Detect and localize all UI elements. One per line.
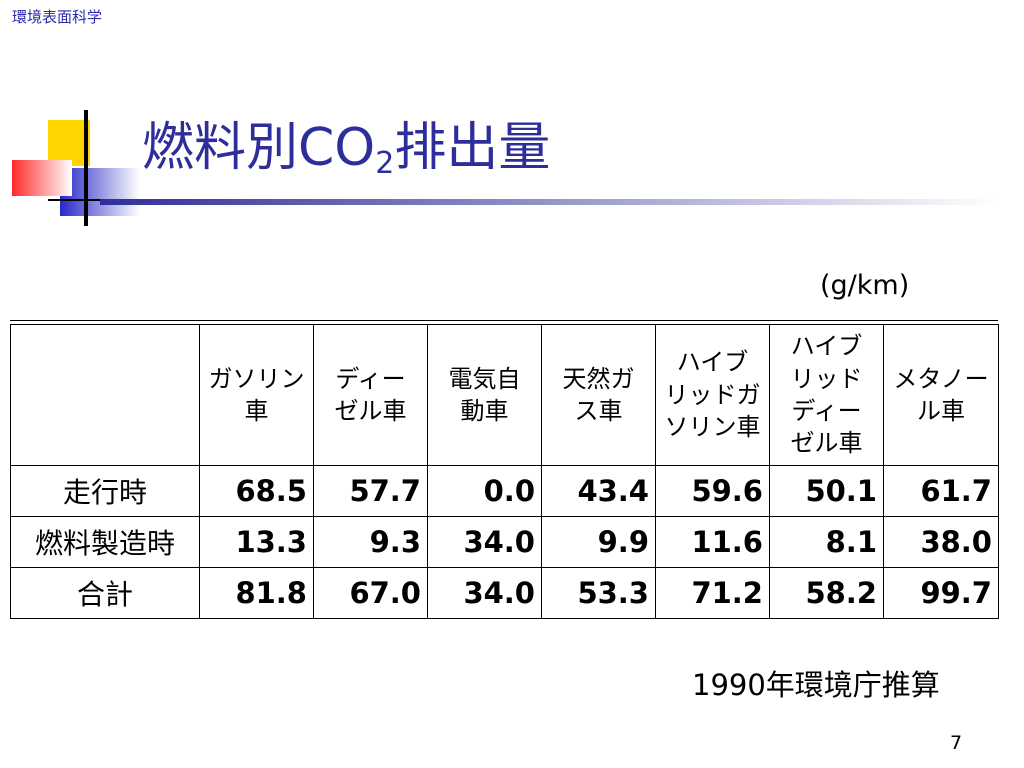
column-header-line: ガソリン — [208, 364, 305, 393]
header-corner-cell — [10, 324, 200, 466]
column-header-line: リッド — [790, 364, 863, 393]
column-header-line: 車 — [244, 397, 269, 425]
value-cell: 61.7 — [883, 465, 999, 517]
column-header-line: ディー — [791, 397, 862, 425]
logo-yellow-square — [48, 120, 90, 166]
value-cell: 43.4 — [541, 465, 656, 517]
title-subscript: 2 — [375, 146, 395, 181]
column-header-line: ハイブ — [790, 332, 863, 361]
value-cell: 59.6 — [655, 465, 770, 517]
value-cell: 81.8 — [199, 567, 314, 619]
column-header: メタノー ル車 — [883, 324, 999, 466]
table-row: 燃料製造時 13.3 9.3 34.0 9.9 11.6 8.1 38.0 — [10, 516, 999, 568]
title-suffix: 排出量 — [394, 118, 551, 178]
column-header-line: リッドガ — [664, 380, 761, 409]
column-header-line: 天然ガ — [562, 364, 635, 393]
row-label: 走行時 — [10, 465, 200, 517]
value-cell: 67.0 — [313, 567, 428, 619]
value-cell: 99.7 — [883, 567, 999, 619]
page-number: 7 — [950, 732, 963, 754]
value-cell: 11.6 — [655, 516, 770, 568]
column-header-line: ル車 — [917, 397, 965, 425]
value-cell: 34.0 — [427, 516, 542, 568]
title-prefix: 燃料別CO — [142, 118, 376, 178]
column-header: ガソリン車 — [199, 324, 314, 466]
value-cell: 38.0 — [883, 516, 999, 568]
value-cell: 8.1 — [769, 516, 884, 568]
column-header-line: ディー — [335, 364, 406, 393]
slide-title: 燃料別CO2排出量 — [142, 122, 550, 179]
table-header-row: ガソリン車ディー ゼル車 電気自 動車 天然ガ ス車 ハイブ リッドガ ソリン車 ハイブ リッド ディ… — [10, 324, 999, 466]
logo-red-square — [12, 160, 72, 196]
table-row: 走行時 68.5 57.7 0.0 43.4 59.6 50.1 61.7 — [10, 465, 999, 517]
value-cell: 58.2 — [769, 567, 884, 619]
value-cell: 0.0 — [427, 465, 542, 517]
source-note: 1990年環境庁推算 — [692, 668, 940, 702]
column-header: 天然ガ ス車 — [541, 324, 656, 466]
value-cell: 68.5 — [199, 465, 314, 517]
slide-logo-decoration — [12, 110, 152, 226]
value-cell: 13.3 — [199, 516, 314, 568]
column-header-line: 電気自 — [448, 364, 521, 393]
column-header: ハイブリッドガソリン車 — [655, 324, 770, 466]
row-label: 合計 — [10, 567, 200, 619]
table-row: 合計 81.8 67.0 34.0 53.3 71.2 58.2 99.7 — [10, 567, 999, 619]
column-header-line: ゼル車 — [790, 429, 863, 458]
value-cell: 34.0 — [427, 567, 542, 619]
column-header-line: ソリン車 — [664, 413, 761, 442]
emissions-table: ガソリン車ディー ゼル車 電気自 動車 天然ガ ス車 ハイブ リッドガ ソリン車 ハイブ リッド ディ… — [10, 324, 999, 619]
column-header-line: ゼル車 — [334, 397, 407, 425]
course-label: 環境表面科学 — [12, 8, 103, 26]
row-label: 燃料製造時 — [10, 516, 200, 568]
value-cell: 57.7 — [313, 465, 428, 517]
column-header-line: メタノー — [893, 364, 989, 393]
title-underline — [100, 199, 1000, 205]
unit-label: (g/km) — [820, 270, 910, 301]
column-header-line: ハイブ — [676, 348, 749, 377]
value-cell: 71.2 — [655, 567, 770, 619]
logo-blue-square — [60, 168, 140, 216]
value-cell: 9.9 — [541, 516, 656, 568]
value-cell: 50.1 — [769, 465, 884, 517]
column-header-line: ス車 — [574, 397, 623, 425]
column-header: ディー ゼル車 — [313, 324, 428, 466]
value-cell: 9.3 — [313, 516, 428, 568]
column-header: ハイブリッドディーゼル車 — [769, 324, 884, 466]
column-header: 電気自 動車 — [427, 324, 542, 466]
column-header-line: 動車 — [460, 397, 509, 425]
value-cell: 53.3 — [541, 567, 656, 619]
